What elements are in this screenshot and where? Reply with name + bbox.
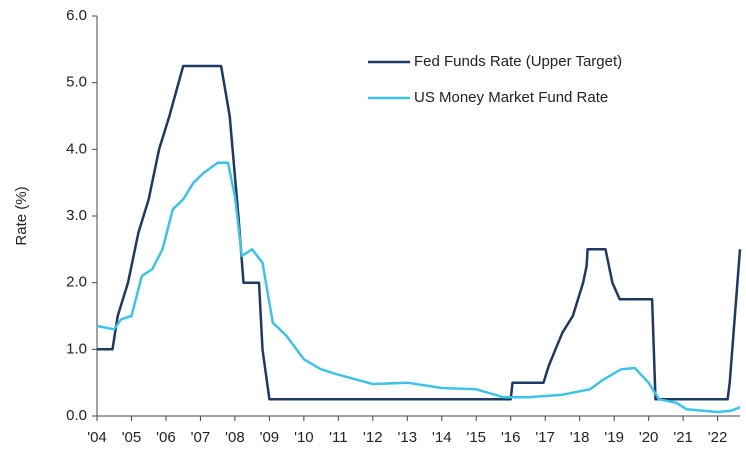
- x-tick-label: '18: [570, 429, 590, 446]
- x-tick-label: '16: [501, 429, 521, 446]
- x-tick-label: '10: [294, 429, 314, 446]
- x-tick-label: '17: [535, 429, 555, 446]
- series-line: [96, 161, 741, 414]
- y-tick-label: 6.0: [66, 7, 87, 24]
- y-tick-label: 1.0: [66, 340, 87, 357]
- x-tick-label: '15: [466, 429, 486, 446]
- x-tick-label: '21: [673, 429, 693, 446]
- x-tick-label: '08: [225, 429, 245, 446]
- y-tick-label: 0.0: [66, 407, 87, 424]
- x-tick-label: '05: [122, 429, 142, 446]
- y-axis-label: Rate (%): [13, 186, 30, 245]
- legend-label: US Money Market Fund Rate: [414, 89, 608, 106]
- x-tick-label: '20: [639, 429, 659, 446]
- x-tick-label: '11: [329, 429, 347, 446]
- series-line: [97, 64, 742, 401]
- legend-label: Fed Funds Rate (Upper Target): [414, 53, 622, 70]
- x-tick-label: '07: [191, 429, 211, 446]
- y-tick-label: 5.0: [66, 74, 87, 91]
- y-tick-label: 2.0: [66, 274, 87, 291]
- x-tick-label: '09: [260, 429, 280, 446]
- y-tick-label: 4.0: [66, 140, 87, 157]
- x-tick-label: '22: [708, 429, 728, 446]
- y-tick-label: 3.0: [66, 207, 87, 224]
- x-tick-label: '14: [432, 429, 452, 446]
- x-tick-label: '06: [156, 429, 176, 446]
- x-tick-label: '12: [363, 429, 383, 446]
- x-tick-label: '04: [87, 429, 107, 446]
- x-tick-label: '13: [398, 429, 418, 446]
- x-tick-label: '19: [604, 429, 624, 446]
